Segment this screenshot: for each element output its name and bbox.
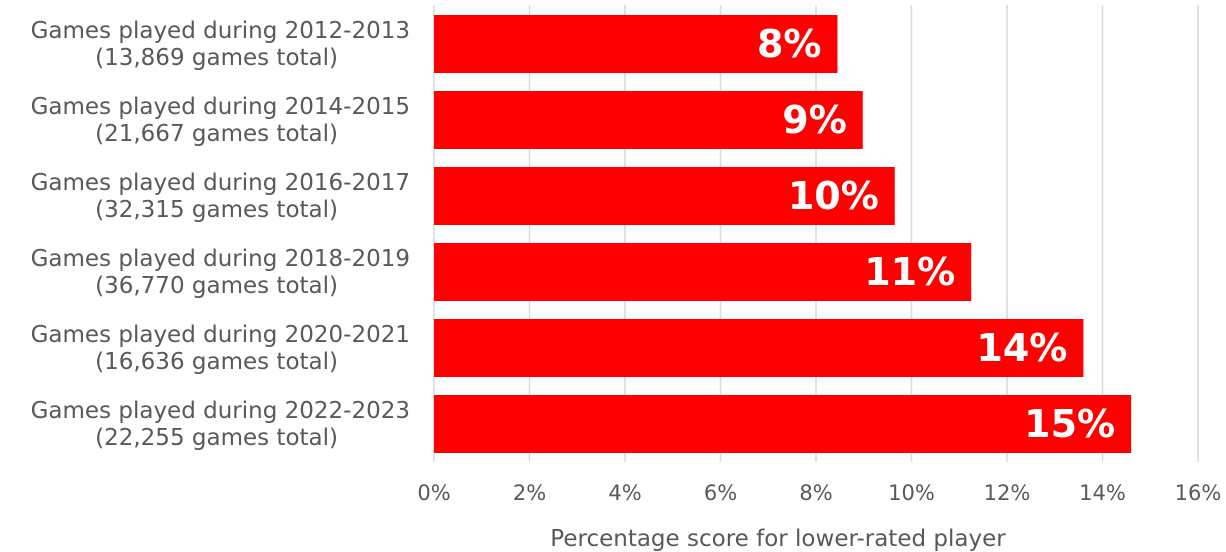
x-tick-label: 10% (888, 481, 935, 505)
category-label: Games played during 2014-2015 (31, 94, 410, 120)
bar (434, 167, 895, 225)
category-sublabel: (16,636 games total) (95, 349, 338, 375)
bar-data-label: 8% (757, 22, 822, 66)
gridlines (433, 5, 1199, 462)
x-tick-label: 4% (608, 481, 641, 505)
bar-data-label: 11% (864, 250, 955, 294)
bar (434, 395, 1132, 453)
bar (434, 243, 972, 301)
category-label: Games played during 2018-2019 (31, 246, 410, 272)
category-label: Games played during 2020-2021 (31, 322, 410, 348)
x-axis-title: Percentage score for lower-rated player (550, 526, 1006, 552)
bar-data-label: 15% (1024, 402, 1115, 446)
bar-data-label: 10% (788, 174, 879, 218)
category-label: Games played during 2022-2023 (31, 398, 410, 424)
bar (434, 319, 1084, 377)
x-tick-label: 14% (1079, 481, 1126, 505)
category-labels: Games played during 2012-2013(13,869 gam… (31, 18, 410, 451)
bars: 8% 9% 10% 11% 14% 15% (434, 15, 1132, 453)
category-label: Games played during 2016-2017 (31, 170, 410, 196)
bar-data-label: 14% (976, 326, 1067, 370)
category-sublabel: (32,315 games total) (95, 197, 338, 223)
bar (434, 91, 863, 149)
bar-data-label: 9% (782, 98, 847, 142)
category-sublabel: (13,869 games total) (95, 45, 338, 71)
category-sublabel: (21,667 games total) (95, 121, 338, 147)
x-tick-label: 2% (513, 481, 546, 505)
x-tick-label: 12% (984, 481, 1031, 505)
x-tick-label: 16% (1175, 481, 1222, 505)
category-sublabel: (22,255 games total) (95, 425, 338, 451)
bar (434, 15, 838, 73)
category-label: Games played during 2012-2013 (31, 18, 410, 44)
x-tick-label: 0% (417, 481, 450, 505)
x-tick-labels: 0% 2% 4% 6% 8% 10% 12% 14% 16% (417, 481, 1221, 505)
x-tick-label: 6% (704, 481, 737, 505)
category-sublabel: (36,770 games total) (95, 273, 338, 299)
x-tick-label: 8% (799, 481, 832, 505)
